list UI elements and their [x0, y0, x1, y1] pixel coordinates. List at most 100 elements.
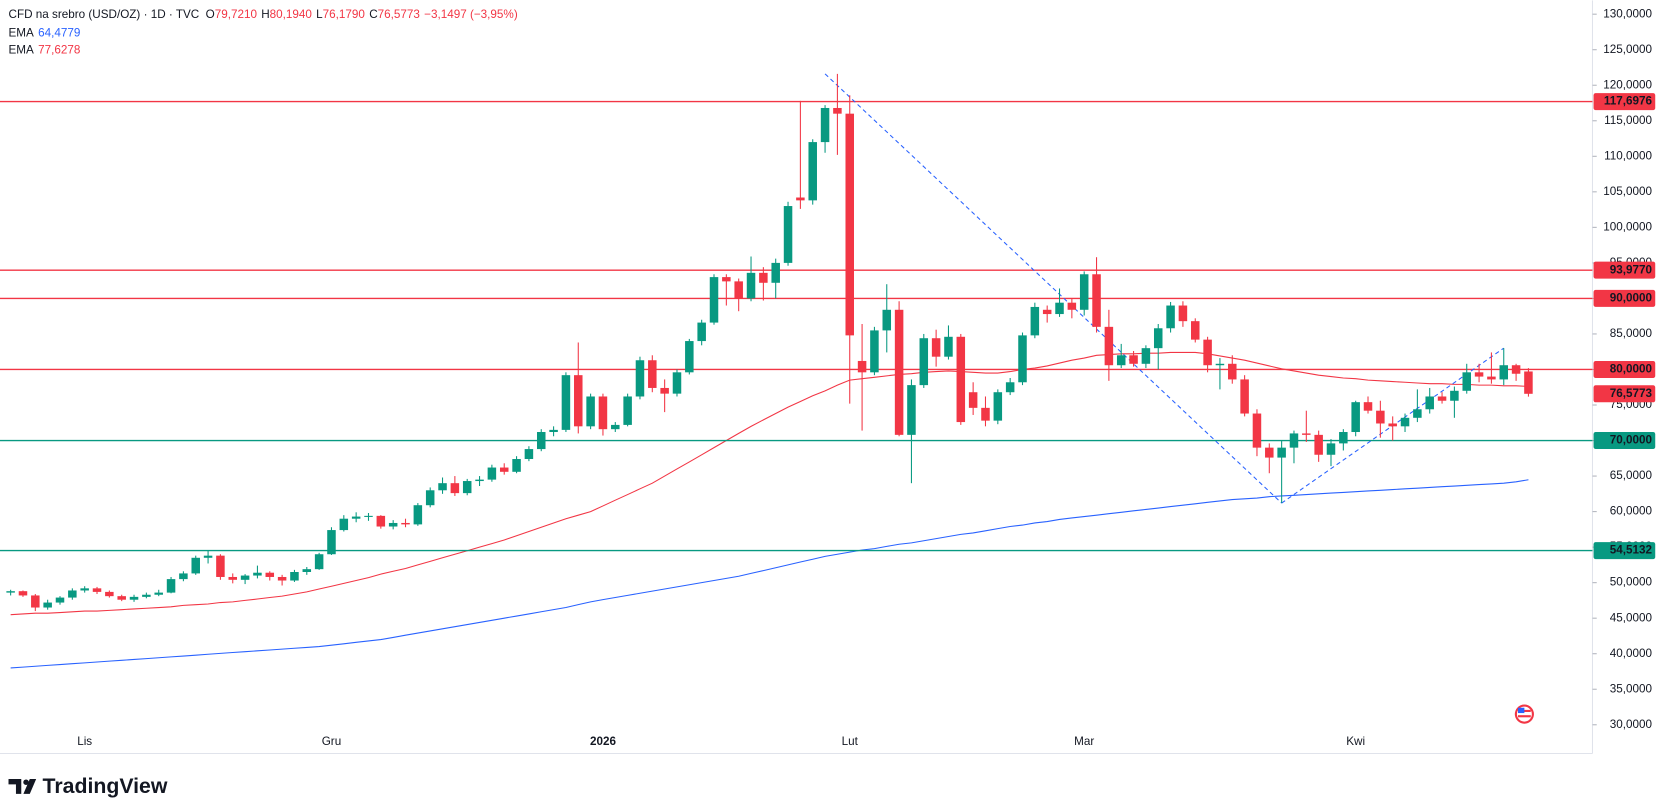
candle-body	[1030, 306, 1040, 336]
y-tick-label: 40,0000	[1610, 647, 1653, 660]
candle-body	[290, 571, 299, 581]
candle-body	[475, 479, 484, 482]
candle-body	[92, 588, 102, 592]
candle-body	[425, 490, 435, 506]
candle-body	[512, 459, 521, 472]
candle-body	[413, 505, 423, 525]
level-label-box	[1593, 289, 1656, 307]
candle-body	[80, 588, 89, 591]
candle-body	[907, 385, 916, 435]
level-label: 80,0000	[1610, 363, 1653, 376]
level-label-box	[1593, 261, 1656, 279]
ema-line	[10, 479, 1529, 669]
candle-body	[993, 392, 1003, 421]
candle-body	[1524, 371, 1533, 394]
candle-body	[18, 591, 28, 596]
candle-body	[1388, 423, 1397, 427]
candle-body	[1339, 432, 1348, 444]
y-tick-label: 50,0000	[1610, 576, 1653, 589]
candle-body	[783, 206, 793, 263]
candle-body	[549, 429, 558, 433]
y-tick-label: 100,0000	[1603, 220, 1652, 233]
x-tick-label: Kwi	[1346, 735, 1365, 748]
level-label-box	[1593, 93, 1656, 111]
candle-body	[203, 555, 213, 558]
candle-body	[191, 557, 200, 574]
candle-body	[1042, 309, 1052, 315]
candle-body	[1153, 328, 1163, 349]
candle-body	[1289, 433, 1299, 448]
candle-body	[1116, 355, 1126, 366]
x-tick-label: 2026	[590, 735, 617, 748]
quote-key: O	[206, 8, 215, 21]
candle-body	[1487, 376, 1496, 380]
candle-body	[1191, 321, 1200, 340]
candle-body	[154, 592, 163, 595]
candle-body	[536, 432, 546, 450]
candle-body	[462, 481, 472, 494]
candle-body	[1252, 413, 1262, 448]
candle-body	[487, 467, 497, 480]
candle-body	[376, 515, 386, 527]
candle-body	[265, 572, 275, 577]
candle-body	[339, 518, 349, 531]
candle-body	[1425, 396, 1434, 410]
candle-body	[216, 555, 225, 577]
legend-entry: EMA 64,4779	[9, 26, 81, 39]
candle-body	[808, 142, 817, 201]
quote-value: 76,5773	[378, 8, 420, 21]
price-axis: 30,000035,000040,000045,000050,000055,00…	[1592, 7, 1656, 731]
change: −3,1497 (−3,95%)	[424, 8, 518, 21]
candle-body	[1314, 434, 1323, 455]
candle-body	[166, 579, 176, 593]
candle-body	[1277, 447, 1286, 458]
candle-body	[68, 590, 77, 598]
candle-body	[1462, 372, 1471, 391]
level-label: 117,6976	[1604, 95, 1653, 108]
candle-body	[648, 360, 657, 388]
candle-body	[388, 522, 398, 527]
candle-body	[277, 576, 287, 581]
quote-key: L	[316, 8, 323, 21]
candle-body	[1265, 447, 1274, 458]
y-tick-label: 105,0000	[1603, 185, 1652, 198]
candle-body	[1215, 363, 1225, 366]
candle-body	[1067, 302, 1077, 310]
candle-body	[746, 272, 756, 299]
candle-body	[1129, 355, 1138, 364]
trend-line	[824, 73, 1283, 504]
candle-body	[302, 569, 312, 572]
candle-body	[1104, 326, 1114, 366]
candle-body	[364, 515, 373, 517]
quote-key: H	[261, 8, 269, 21]
candle-body	[968, 392, 978, 408]
legend-value: 77,6278	[38, 43, 80, 56]
candle-body	[1351, 402, 1360, 433]
candle-body	[796, 197, 805, 201]
level-label-box	[1593, 432, 1656, 450]
candle-body	[1400, 417, 1410, 427]
candle-body	[981, 407, 990, 421]
y-tick-label: 45,0000	[1610, 611, 1653, 624]
candle-body	[31, 595, 40, 608]
candle-body	[351, 516, 361, 519]
quote-key: C	[369, 8, 377, 21]
candle-body	[1005, 382, 1015, 393]
candle-body	[179, 573, 188, 580]
candle-body	[1203, 339, 1212, 366]
candle-body	[401, 522, 410, 525]
candle-body	[499, 467, 509, 472]
candle-body	[598, 396, 608, 430]
candle-body	[574, 375, 583, 427]
candle-body	[6, 591, 15, 593]
candle-body	[771, 262, 780, 283]
candle-body	[734, 281, 743, 299]
x-tick-label: Lis	[77, 735, 92, 748]
plot-area	[0, 73, 1593, 669]
header-line: CFD na srebro (USD/OZ) · 1D · TVC O79,721…	[9, 8, 518, 21]
candle-body	[1240, 379, 1249, 414]
level-label: 54,5132	[1610, 544, 1653, 557]
candle-body	[586, 396, 595, 427]
